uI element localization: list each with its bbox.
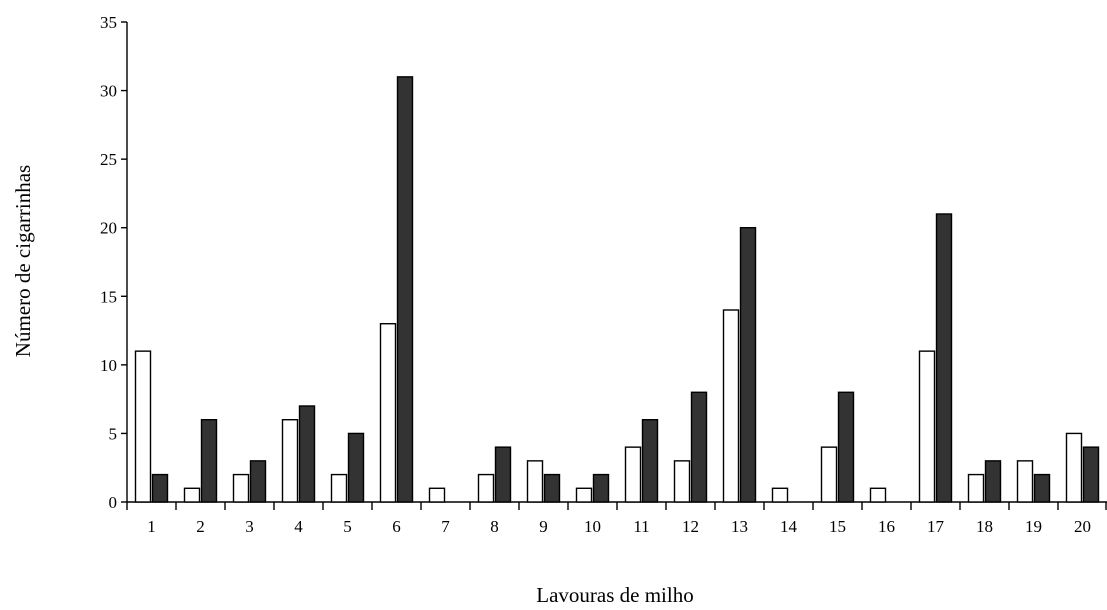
bar-series-2-cat-1 <box>151 473 169 503</box>
x-tick-label: 15 <box>829 517 846 536</box>
bar-series-1-cat-7 <box>428 487 446 503</box>
x-axis-title: Lavouras de milho <box>536 583 693 607</box>
bar-series-1-cat-10 <box>575 487 593 503</box>
bar-series-2-cat-6 <box>396 76 414 503</box>
x-tick-label: 3 <box>245 517 254 536</box>
x-tick-label: 19 <box>1025 517 1042 536</box>
bar-series-2-cat-20 <box>1082 446 1100 503</box>
bar-series-1-cat-8 <box>477 473 495 503</box>
x-tick-label: 5 <box>343 517 352 536</box>
y-axis: 0 5 10 15 20 25 30 35 <box>100 13 128 512</box>
x-tick-label: 13 <box>731 517 748 536</box>
x-tick-label: 1 <box>147 517 156 536</box>
x-tick-label: 11 <box>633 517 649 536</box>
bar-series-1-cat-11 <box>624 446 642 503</box>
y-tick-label: 5 <box>109 424 118 443</box>
bar-series-2-cat-3 <box>249 460 267 503</box>
bar-series-2-cat-10 <box>592 473 610 503</box>
bar-series-2-cat-15 <box>837 391 855 503</box>
x-tick-label: 14 <box>780 517 798 536</box>
x-tick-label: 16 <box>878 517 895 536</box>
x-tick-label: 10 <box>584 517 601 536</box>
x-tick-label: 12 <box>682 517 699 536</box>
bar-series-2-cat-9 <box>543 473 561 503</box>
bar-series-1-cat-4 <box>281 419 299 503</box>
bar-series-1-cat-3 <box>232 473 250 503</box>
bar-series-2-cat-8 <box>494 446 512 503</box>
bar-series-2-cat-18 <box>984 460 1002 503</box>
bar-series-2-cat-4 <box>298 405 316 503</box>
x-tick-label: 4 <box>294 517 303 536</box>
x-tick-label: 8 <box>490 517 499 536</box>
x-tick-label: 17 <box>927 517 945 536</box>
y-tick-label: 0 <box>109 493 118 512</box>
bar-series-1-cat-17 <box>918 350 936 503</box>
bar-series-2-cat-19 <box>1033 473 1051 503</box>
bar-series-2-cat-2 <box>200 419 218 503</box>
x-tick-label: 7 <box>441 517 450 536</box>
bar-series-1-cat-20 <box>1065 432 1083 503</box>
y-tick-label: 20 <box>100 219 117 238</box>
bar-series-2-cat-13 <box>739 227 757 503</box>
bar-series-2-cat-17 <box>935 213 953 503</box>
y-tick-label: 30 <box>100 82 117 101</box>
bar-series-2-cat-5 <box>347 432 365 503</box>
bar-series-1-cat-12 <box>673 460 691 503</box>
bar-series-2-cat-11 <box>641 419 659 503</box>
bar-series-2-cat-12 <box>690 391 708 503</box>
bar-series-1-cat-16 <box>869 487 887 503</box>
bar-series-1-cat-19 <box>1016 460 1034 503</box>
bar-series-1-cat-6 <box>379 323 397 503</box>
y-tick-label: 35 <box>100 13 117 32</box>
y-tick-label: 15 <box>100 287 117 306</box>
x-tick-label: 9 <box>539 517 548 536</box>
bar-series-1-cat-9 <box>526 460 544 503</box>
bar-series-1-cat-15 <box>820 446 838 503</box>
x-tick-label: 6 <box>392 517 401 536</box>
bar-series-1-cat-2 <box>183 487 201 503</box>
bar-series-1-cat-18 <box>967 473 985 503</box>
bars <box>134 76 1100 503</box>
y-tick-label: 10 <box>100 356 117 375</box>
x-tick-label: 20 <box>1074 517 1091 536</box>
bar-series-1-cat-14 <box>771 487 789 503</box>
bar-series-1-cat-5 <box>330 473 348 503</box>
x-axis: 1 2 3 4 5 6 7 8 9 10 11 12 13 14 15 16 17 18 19 20 <box>126 501 1107 536</box>
bar-series-1-cat-1 <box>134 350 152 503</box>
y-axis-title: Número de cigarrinhas <box>11 165 35 357</box>
x-tick-label: 18 <box>976 517 993 536</box>
bar-series-1-cat-13 <box>722 309 740 503</box>
x-tick-label: 2 <box>196 517 205 536</box>
y-tick-label: 25 <box>100 150 117 169</box>
